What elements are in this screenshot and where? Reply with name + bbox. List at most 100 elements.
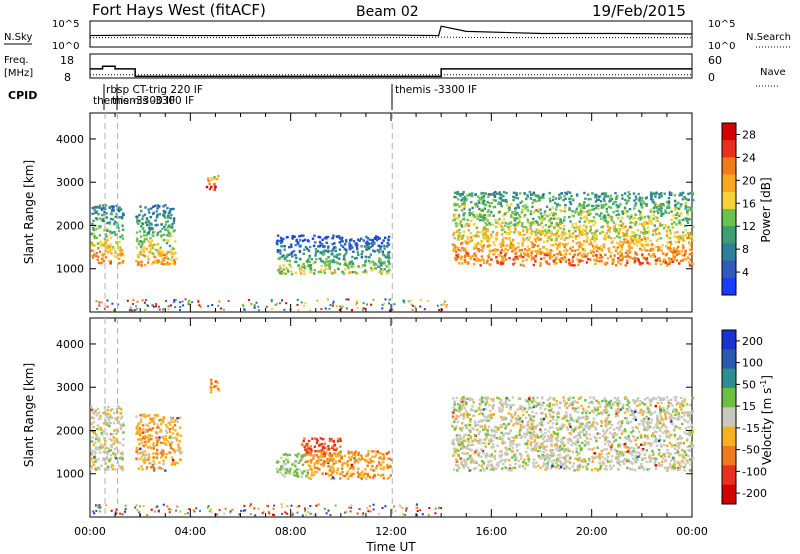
- data-cell-vel: [346, 470, 349, 474]
- data-cell-power: [528, 190, 532, 194]
- data-cell-power: [649, 239, 652, 243]
- data-cell-power: [610, 251, 613, 255]
- data-cell-power: [165, 238, 168, 242]
- data-cell-power: [518, 220, 521, 224]
- data-cell-vel: [380, 473, 383, 477]
- data-cell-vel: [532, 419, 535, 422]
- data-cell-vel: [382, 457, 386, 460]
- data-cell-vel: [339, 477, 342, 480]
- data-cell-power: [160, 223, 163, 226]
- data-cell-power: [369, 245, 373, 249]
- data-cell-vel: [629, 408, 632, 412]
- data-cell-vel: [572, 419, 575, 423]
- data-cell-power: [305, 265, 308, 269]
- data-cell-power: [686, 237, 689, 240]
- data-cell-vel: [351, 453, 355, 457]
- data-cell-vel: [293, 474, 296, 477]
- data-cell-power: [688, 218, 691, 221]
- data-cell-vel: [621, 420, 624, 423]
- data-cell-vel: [285, 469, 289, 472]
- data-cell-vel: [490, 459, 493, 463]
- data-cell-vel: [458, 440, 461, 443]
- data-cell-power: [681, 239, 685, 242]
- data-cell-power: [275, 242, 278, 245]
- data-cell-power: [482, 236, 485, 240]
- data-cell-vel: [90, 408, 94, 411]
- data-cell-power: [665, 252, 669, 256]
- data-cell-vel: [657, 448, 661, 452]
- power-dashed-markers: [104, 113, 393, 312]
- data-cell-power: [604, 253, 607, 257]
- data-cell-vel: [214, 380, 218, 383]
- data-cell-vel: [535, 412, 538, 415]
- data-cell-power: [631, 239, 634, 242]
- power-colorbar-tick-label: 24: [742, 151, 756, 164]
- near-range-cell-power: [135, 308, 138, 311]
- data-cell-power: [520, 233, 523, 237]
- data-cell-vel: [135, 448, 138, 451]
- data-cell-vel: [607, 414, 610, 417]
- data-cell-power: [492, 214, 495, 217]
- data-cell-power: [684, 224, 687, 228]
- data-cell-vel: [559, 464, 562, 468]
- data-cell-vel: [294, 453, 297, 457]
- data-cell-vel: [482, 463, 485, 466]
- data-cell-power: [478, 207, 481, 211]
- data-cell-power: [169, 249, 173, 252]
- data-cell-power: [161, 227, 164, 230]
- data-cell-vel: [569, 413, 572, 416]
- data-cell-vel: [91, 436, 94, 439]
- data-cell-vel: [640, 410, 643, 413]
- data-cell-vel: [532, 415, 536, 418]
- data-cell-power: [519, 192, 522, 195]
- data-cell-power: [639, 211, 642, 214]
- data-cell-power: [504, 258, 508, 261]
- data-cell-power: [154, 219, 157, 222]
- data-cell-vel: [174, 462, 177, 465]
- near-range-cell-power: [152, 305, 155, 308]
- data-cell-power: [486, 219, 489, 222]
- data-cell-power: [149, 244, 152, 247]
- data-cell-power: [482, 216, 485, 219]
- data-cell-power: [681, 244, 685, 247]
- data-cell-vel: [355, 459, 358, 462]
- data-cell-vel: [566, 447, 569, 450]
- near-range-cell-power: [227, 300, 230, 302]
- near-range-cell-power: [278, 302, 281, 305]
- data-cell-power: [285, 255, 288, 258]
- data-cell-vel: [305, 452, 309, 455]
- data-cell-power: [373, 250, 376, 253]
- power-colorbar-swatch: [722, 226, 736, 244]
- data-cell-vel: [350, 451, 353, 454]
- data-cell-vel: [294, 464, 297, 468]
- data-cell-vel: [113, 429, 116, 432]
- data-cell-vel: [528, 406, 531, 409]
- data-cell-vel: [150, 446, 153, 450]
- data-cell-vel: [661, 424, 665, 427]
- data-cell-power: [556, 203, 559, 206]
- data-cell-vel: [144, 453, 147, 456]
- data-cell-vel: [504, 417, 508, 420]
- data-cell-power: [301, 264, 304, 267]
- near-range-cell-power: [423, 308, 426, 311]
- data-cell-power: [673, 207, 677, 211]
- data-cell-vel: [481, 420, 484, 423]
- data-cell-power: [612, 229, 616, 232]
- data-cell-vel: [505, 396, 508, 400]
- data-cell-power: [548, 263, 551, 266]
- data-cell-power: [377, 244, 380, 247]
- data-cell-vel: [539, 412, 543, 415]
- data-cell-power: [519, 263, 523, 267]
- data-cell-vel: [523, 432, 526, 435]
- data-cell-vel: [155, 432, 159, 435]
- data-cell-power: [536, 244, 540, 248]
- data-cell-vel: [175, 449, 178, 452]
- data-cell-vel: [567, 438, 570, 441]
- power-data-layer: [90, 174, 695, 312]
- data-cell-vel: [152, 420, 156, 424]
- near-range-cell-power: [411, 308, 414, 311]
- data-cell-vel: [90, 465, 94, 468]
- data-cell-power: [169, 216, 172, 220]
- data-cell-power: [569, 220, 572, 223]
- data-cell-power: [509, 239, 512, 242]
